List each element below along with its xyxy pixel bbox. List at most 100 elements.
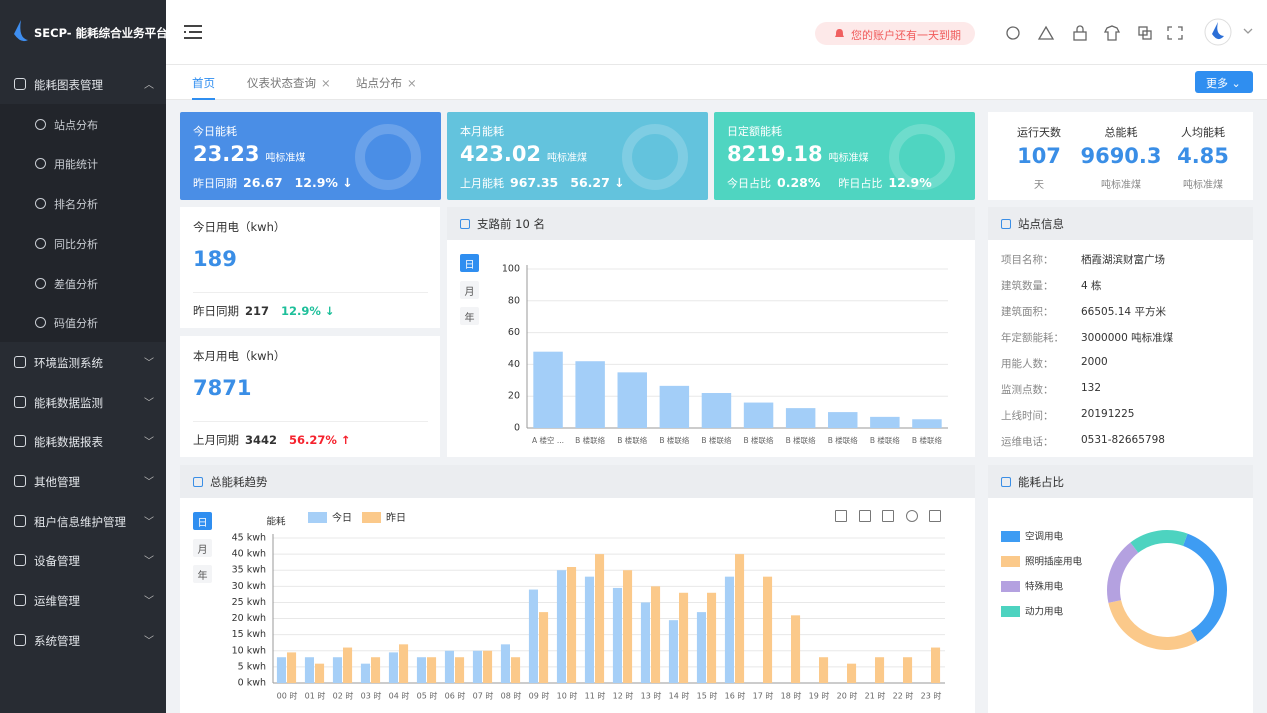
toolbar-icon[interactable] <box>835 510 847 522</box>
submenu-label: 码值分析 <box>54 317 98 331</box>
toolbar-icon[interactable] <box>929 510 941 522</box>
alert-text: 您的账户还有一天到期 <box>851 29 961 42</box>
menu-item[interactable]: 运维管理 ﹀ <box>0 580 166 620</box>
menu-item[interactable]: 环境监测系统 ﹀ <box>0 342 166 382</box>
submenu-item[interactable]: 排名分析 <box>0 183 166 224</box>
submenu-item[interactable]: 码值分析 <box>0 302 166 343</box>
menu-item[interactable]: 能耗数据监测 ﹀ <box>0 382 166 422</box>
menu-icon <box>14 395 26 408</box>
menu-icon <box>14 554 26 567</box>
card-compare: 昨日同期 26.67 12.9% ↓ <box>193 175 353 191</box>
tab-bar: 更多 ⌄ 首页 仪表状态查询 × 站点分布 × <box>166 65 1267 100</box>
compare-label: 昨日同期 <box>193 304 239 318</box>
summary-label: 人均能耗 <box>1181 126 1225 139</box>
card-change: 56.27 ↓ <box>570 175 625 190</box>
tab[interactable]: 仪表状态查询 × <box>247 65 331 100</box>
tab[interactable]: 首页 <box>192 65 215 100</box>
info-value: 20191225 <box>1081 408 1135 420</box>
submenu-item[interactable]: 站点分布 <box>0 103 166 144</box>
menu-item[interactable]: 其他管理 ﹀ <box>0 461 166 501</box>
panel-icon <box>1001 477 1011 487</box>
period-toggle[interactable]: 月 <box>193 538 212 557</box>
panel-header: 能耗占比 <box>988 465 1253 498</box>
submenu-label: 差值分析 <box>54 277 98 291</box>
toolbar-icon[interactable] <box>882 510 894 522</box>
header-icons[interactable] <box>1004 24 1184 42</box>
period-toggle[interactable]: 日 <box>460 254 479 272</box>
info-label: 运维电话： <box>1001 436 1054 448</box>
summary-unit: 天 <box>1034 180 1044 191</box>
card-title: 本月能耗 <box>460 125 504 138</box>
summary-unit: 吨标准煤 <box>1101 180 1141 191</box>
card-compare: 今日占比 0.28% 昨日占比 12.9% <box>727 175 932 191</box>
menu-icon <box>14 435 26 448</box>
menu-item[interactable]: 能耗图表管理 ︿ <box>0 64 166 104</box>
menu-icon <box>14 514 26 527</box>
period-toggle[interactable]: 日 <box>193 512 212 530</box>
bell-icon <box>835 29 844 37</box>
panel-header: 总能耗趋势 <box>180 465 975 498</box>
menu-toggle[interactable] <box>184 25 204 41</box>
more-button[interactable]: 更多 ⌄ <box>1195 71 1253 93</box>
menu-arrow: ﹀ <box>144 516 154 528</box>
menu-item[interactable]: 能耗数据报表 ﹀ <box>0 421 166 461</box>
toolbar-icon[interactable] <box>858 510 871 522</box>
tab-close: × <box>321 76 331 90</box>
divider <box>193 421 428 422</box>
menu-icon <box>14 475 26 487</box>
menu-item[interactable]: 租户信息维护管理 ﹀ <box>0 501 166 541</box>
menu-arrow: ﹀ <box>144 477 154 488</box>
period-toggle[interactable]: 月 <box>460 280 479 299</box>
submenu-label: 排名分析 <box>54 198 98 212</box>
summary-panel: 运行天数 107 天 总能耗 9690.3 吨标准煤 人均能耗 4.85 吨标准煤 <box>988 112 1253 200</box>
period-toggle[interactable]: 年 <box>460 307 479 325</box>
period-toggle[interactable]: 年 <box>193 565 212 583</box>
submenu-item[interactable]: 用能统计 <box>0 143 166 184</box>
submenu-icon <box>35 317 46 329</box>
menu-label: 能耗数据监测 <box>34 395 103 410</box>
menu-item[interactable]: 系统管理 ﹀ <box>0 620 166 660</box>
site-panel: 站点信息 项目名称： 栖霞湖滨财富广场 建筑数量： 4 栋建筑面积： 66505.14 平… <box>988 207 1253 457</box>
power-change: 12.9% ↓ <box>281 304 335 318</box>
toolbar-icon[interactable] <box>905 510 918 522</box>
submenu-icon <box>35 118 46 130</box>
card-unit: 吨标准煤 <box>265 153 306 164</box>
info-label: 建筑面积： <box>1001 306 1054 318</box>
period-label: 年 <box>197 571 208 582</box>
user-avatar[interactable] <box>1204 18 1264 48</box>
panel-icon <box>1001 219 1011 229</box>
compare-value: 26.67 <box>243 175 283 190</box>
menu-label: 系统管理 <box>34 633 80 648</box>
info-value: 66505.14 平方米 <box>1081 306 1166 318</box>
info-value: 3000000 吨标准煤 <box>1081 332 1174 344</box>
period-label: 日 <box>464 260 475 271</box>
period-label: 月 <box>464 286 475 298</box>
card-value: 8219.18 <box>727 142 823 166</box>
submenu-item[interactable]: 差值分析 <box>0 262 166 303</box>
power-panel: 今日用电（kwh） 189 昨日同期 217 12.9% ↓ <box>180 207 440 328</box>
menu-label: 租户信息维护管理 <box>34 514 126 529</box>
tab-close: × <box>407 76 417 90</box>
menu-label: 环境监测系统 <box>34 355 103 370</box>
menu-item[interactable]: 设备管理 ﹀ <box>0 540 166 580</box>
summary-unit: 吨标准煤 <box>1183 180 1223 191</box>
menu-icon <box>14 78 26 90</box>
menu-label: 运维管理 <box>34 594 80 609</box>
tab[interactable]: 站点分布 × <box>356 65 417 100</box>
info-label: 建筑数量： <box>1001 280 1054 292</box>
compare-value: 967.35 <box>510 175 559 190</box>
menu-label: 设备管理 <box>34 554 80 569</box>
alert-pill[interactable]: 您的账户还有一天到期 <box>815 22 975 45</box>
menu-arrow: ﹀ <box>144 397 154 409</box>
panel-header: 站点信息 <box>988 207 1253 240</box>
power-value: 189 <box>193 247 237 271</box>
info-label: 项目名称： <box>1001 254 1054 266</box>
card-value-row: 23.23 吨标准煤 <box>193 142 305 166</box>
submenu-item[interactable]: 同比分析 <box>0 222 166 263</box>
tab-label: 站点分布 <box>356 76 402 90</box>
info-label: 用能人数： <box>1001 358 1054 370</box>
compare-value: 3442 <box>245 433 278 447</box>
menu-arrow: ﹀ <box>144 556 154 568</box>
card-value-row: 423.02 吨标准煤 <box>460 142 587 166</box>
